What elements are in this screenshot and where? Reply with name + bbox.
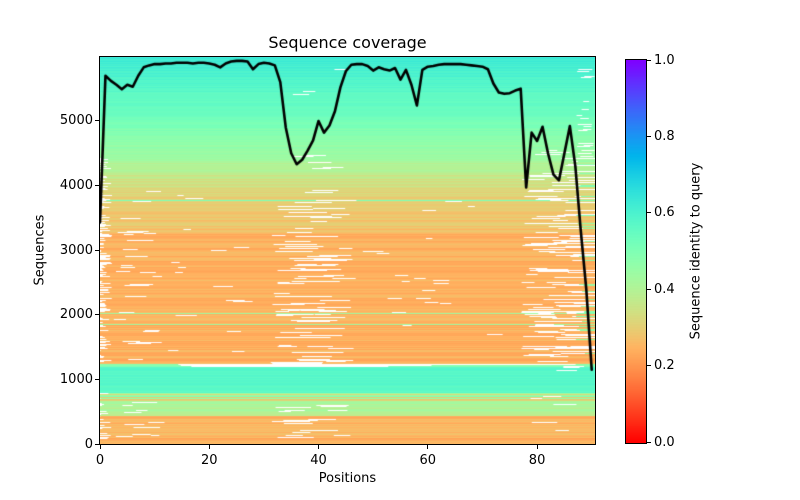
x-tick-mark: [318, 445, 320, 449]
y-tick-label: 5000: [59, 113, 93, 129]
colorbar-tick-label: 0.4: [654, 281, 675, 297]
y-tick-label: 0: [84, 436, 93, 452]
msa-heatmap-canvas: [100, 57, 595, 444]
colorbar-tick-mark: [647, 288, 651, 290]
colorbar-tick-mark: [647, 441, 651, 443]
x-axis-label: Positions: [318, 471, 377, 486]
y-tick-label: 4000: [59, 178, 93, 194]
colorbar-tick-mark: [647, 135, 651, 137]
colorbar-tick-mark: [647, 212, 651, 214]
plot-area: [99, 56, 596, 445]
y-tick-mark: [95, 443, 99, 445]
x-tick-mark: [427, 445, 429, 449]
colorbar-tick-label: 0.6: [654, 205, 675, 221]
x-tick-label: 20: [200, 453, 218, 468]
y-tick-mark: [95, 249, 99, 251]
x-tick-label: 40: [310, 453, 327, 468]
x-tick-label: 0: [95, 453, 105, 468]
colorbar: [625, 59, 647, 444]
x-tick-label: 80: [528, 453, 546, 468]
y-tick-label: 2000: [59, 307, 93, 323]
x-tick-mark: [99, 445, 101, 449]
y-tick-label: 1000: [59, 371, 93, 387]
colorbar-label: Sequence identity to query: [688, 162, 704, 340]
y-tick-label: 3000: [59, 242, 93, 258]
colorbar-gradient-canvas: [626, 60, 646, 443]
colorbar-tick-label: 0.2: [654, 358, 675, 374]
x-tick-mark: [536, 445, 538, 449]
y-axis-label: Sequences: [32, 214, 48, 286]
colorbar-tick-label: 1.0: [654, 52, 675, 68]
colorbar-tick-mark: [647, 59, 651, 61]
colorbar-tick-mark: [647, 365, 651, 367]
y-tick-mark: [95, 185, 99, 187]
colorbar-tick-label: 0.8: [654, 128, 675, 144]
y-tick-mark: [95, 120, 99, 122]
y-tick-mark: [95, 378, 99, 380]
colorbar-tick-label: 0.0: [654, 434, 675, 450]
x-tick-label: 60: [419, 453, 437, 468]
y-tick-mark: [95, 314, 99, 316]
chart-title: Sequence coverage: [268, 33, 427, 52]
x-tick-mark: [208, 445, 210, 449]
